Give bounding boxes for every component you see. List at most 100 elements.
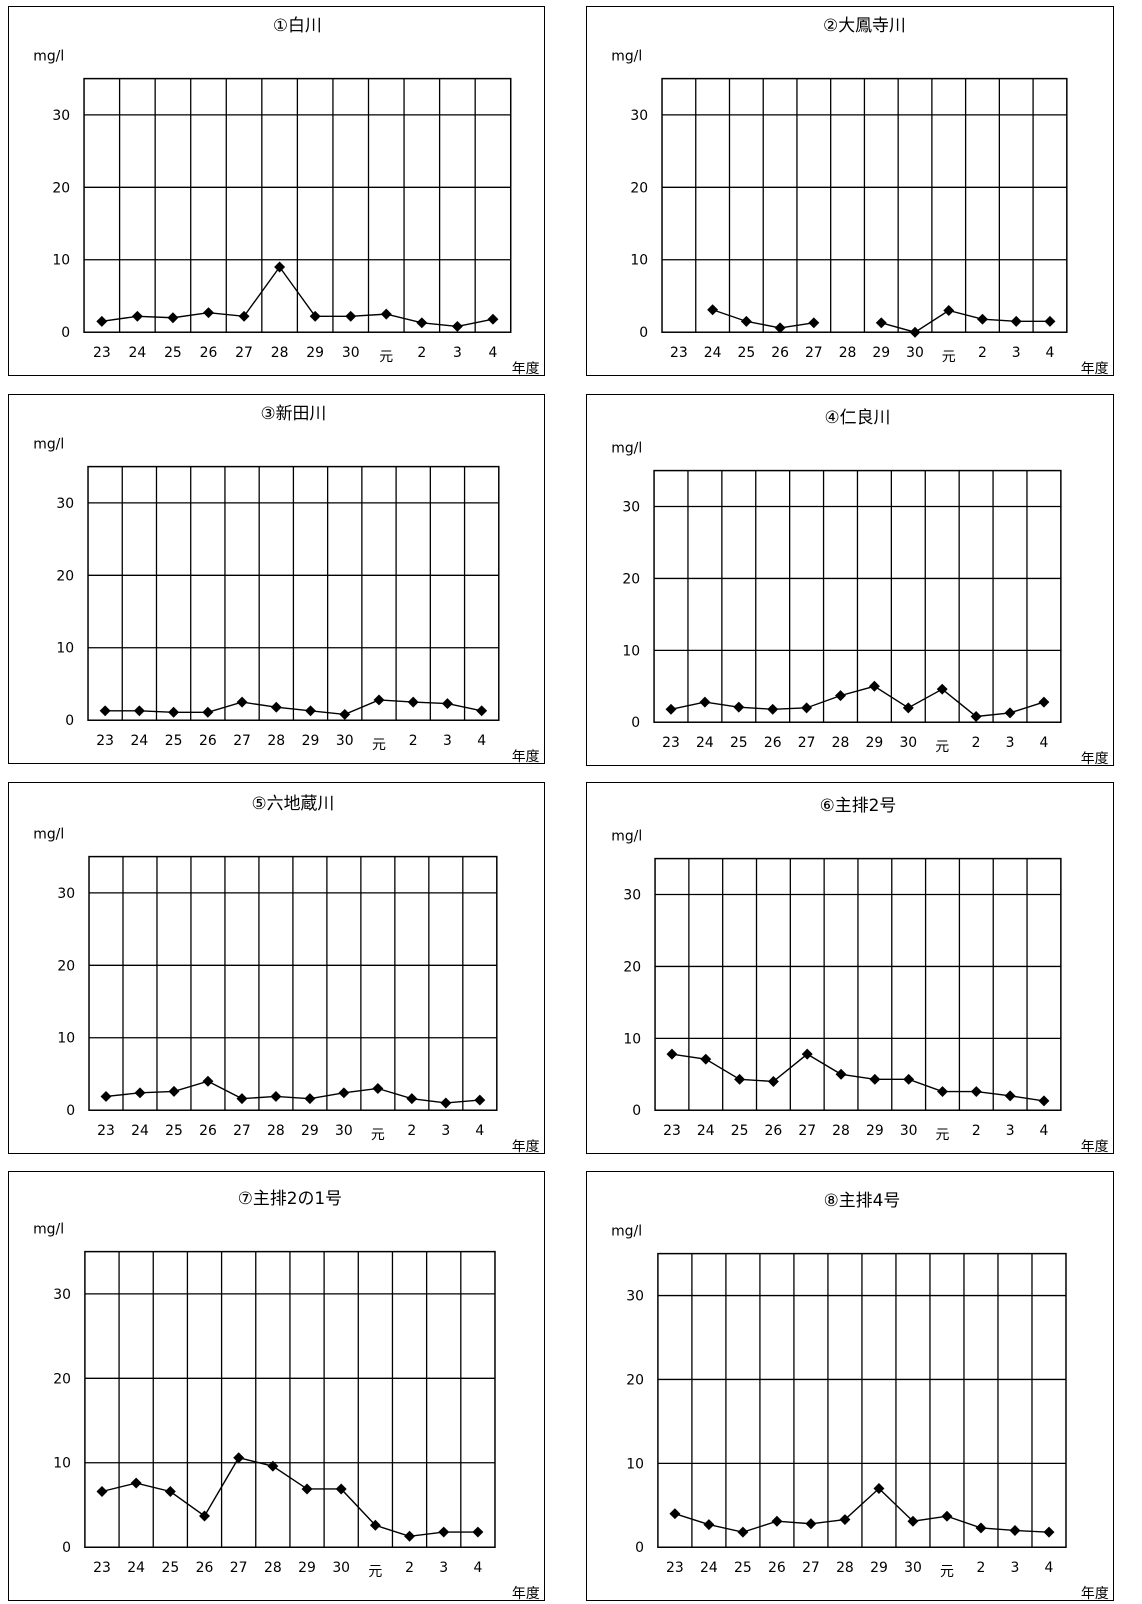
data-point (133, 705, 145, 717)
y-tick-label: 10 (623, 1031, 641, 1047)
x-tick-label: 30 (342, 345, 360, 361)
x-tick-label: 30 (335, 1123, 353, 1139)
y-tick-label: 10 (626, 1456, 644, 1472)
data-point (839, 1514, 851, 1526)
data-point (202, 706, 214, 718)
data-point (335, 1483, 347, 1495)
data-point (164, 1486, 176, 1497)
chart-title: ③新田川 (260, 403, 326, 423)
data-point (438, 1526, 450, 1538)
x-tick-label: 28 (271, 345, 289, 361)
x-tick-label: 25 (738, 345, 756, 361)
series-line (670, 685, 1045, 718)
y-tick-label: 20 (626, 1372, 644, 1388)
x-tick-label: 26 (764, 735, 782, 751)
data-point (835, 1068, 847, 1080)
series-line (674, 1487, 1050, 1533)
chart-panel-7: ⑦主排2の1号 mg/l 0 10 20 30 23 24 25 26 27 28 29 30 元 2 3 4 年度 (8, 1171, 545, 1602)
series-line (101, 265, 494, 328)
x-tick-label: 3 (1006, 735, 1015, 751)
x-tick-label: 2 (417, 345, 426, 361)
plot-frame (654, 857, 1062, 1111)
x-tick-label: 24 (129, 345, 147, 361)
data-point (909, 326, 921, 338)
data-point (339, 708, 351, 720)
x-tick-label: 元 (372, 737, 386, 753)
x-tick-label: 2 (405, 1560, 414, 1576)
y-tick-label: 30 (630, 108, 648, 124)
x-tick-label: 24 (127, 1560, 145, 1576)
x-tick-label: 26 (196, 1560, 214, 1576)
x-axis-label: 年度 (512, 1139, 540, 1155)
x-tick-label: 29 (872, 345, 890, 361)
plot-frame (657, 1252, 1067, 1548)
x-tick-label: 27 (230, 1560, 248, 1576)
x-tick-label: 元 (942, 349, 956, 365)
data-point (699, 696, 711, 708)
x-tick-label: 2 (407, 1123, 416, 1139)
data-point (666, 1048, 678, 1060)
y-tick-label: 0 (632, 1103, 641, 1119)
y-unit-label: mg/l (611, 49, 642, 65)
x-tick-label: 24 (704, 345, 722, 361)
data-point (805, 1518, 817, 1530)
x-axis-label: 年度 (1081, 751, 1109, 767)
chart-panel-1: ①白川 mg/l 0 10 20 30 23 24 25 26 27 28 29 30 元 2 3 4 年度 (8, 6, 545, 377)
x-tick-label: 4 (1045, 1560, 1054, 1576)
data-point (472, 1526, 484, 1538)
x-axis-label: 年度 (512, 361, 540, 377)
y-tick-label: 0 (639, 325, 648, 341)
y-tick-label: 0 (65, 713, 74, 729)
plot-frame (84, 1250, 496, 1548)
chart-panel-8: ⑧主排4号 mg/l 0 10 20 30 23 24 25 26 27 28 29 30 元 2 3 4 年度 (586, 1171, 1114, 1602)
data-point (903, 1073, 915, 1085)
data-point (734, 1073, 746, 1085)
data-point (835, 690, 846, 702)
data-point (168, 706, 180, 718)
x-tick-label: 25 (165, 1123, 183, 1139)
x-tick-label: 26 (199, 1123, 217, 1139)
plot-frame (83, 77, 512, 333)
chart-title: ①白川 (273, 15, 322, 35)
chart-title: ④仁良川 (825, 407, 891, 427)
y-tick-label: 10 (53, 1456, 71, 1472)
y-unit-label: mg/l (33, 49, 64, 65)
data-point (199, 1510, 210, 1522)
x-tick-label: 28 (267, 1123, 285, 1139)
y-tick-label: 30 (56, 496, 74, 512)
data-point (487, 313, 499, 325)
x-tick-label: 4 (473, 1560, 482, 1576)
data-point (941, 1510, 953, 1522)
y-tick-label: 10 (56, 641, 74, 657)
y-tick-label: 0 (66, 1103, 75, 1119)
x-tick-label: 25 (161, 1560, 179, 1576)
series-line (101, 1456, 478, 1537)
data-point (733, 701, 745, 713)
data-point (274, 261, 286, 273)
data-point (345, 310, 357, 322)
chart-panel-4: ④仁良川 mg/l 0 10 20 30 23 24 25 26 27 28 29 30 元 2 3 4 年度 (586, 394, 1114, 767)
x-tick-label: 27 (233, 1123, 251, 1139)
data-point (236, 1093, 248, 1105)
data-point (902, 702, 914, 714)
data-point (1038, 696, 1050, 708)
x-tick-label: 25 (165, 733, 183, 749)
x-tick-label: 2 (977, 1560, 986, 1576)
x-tick-label: 3 (453, 345, 462, 361)
y-unit-label: mg/l (611, 1224, 642, 1240)
data-point (740, 315, 752, 327)
x-tick-label: 30 (336, 733, 354, 749)
y-tick-label: 30 (622, 500, 640, 516)
data-point (1004, 1090, 1016, 1102)
data-point (977, 313, 988, 325)
data-point (270, 1090, 282, 1102)
x-tick-label: 27 (235, 345, 253, 361)
data-point (767, 1076, 779, 1087)
data-point (771, 1515, 783, 1527)
data-point (369, 1519, 381, 1531)
x-tick-label: 4 (1046, 345, 1055, 361)
x-tick-label: 2 (978, 345, 987, 361)
